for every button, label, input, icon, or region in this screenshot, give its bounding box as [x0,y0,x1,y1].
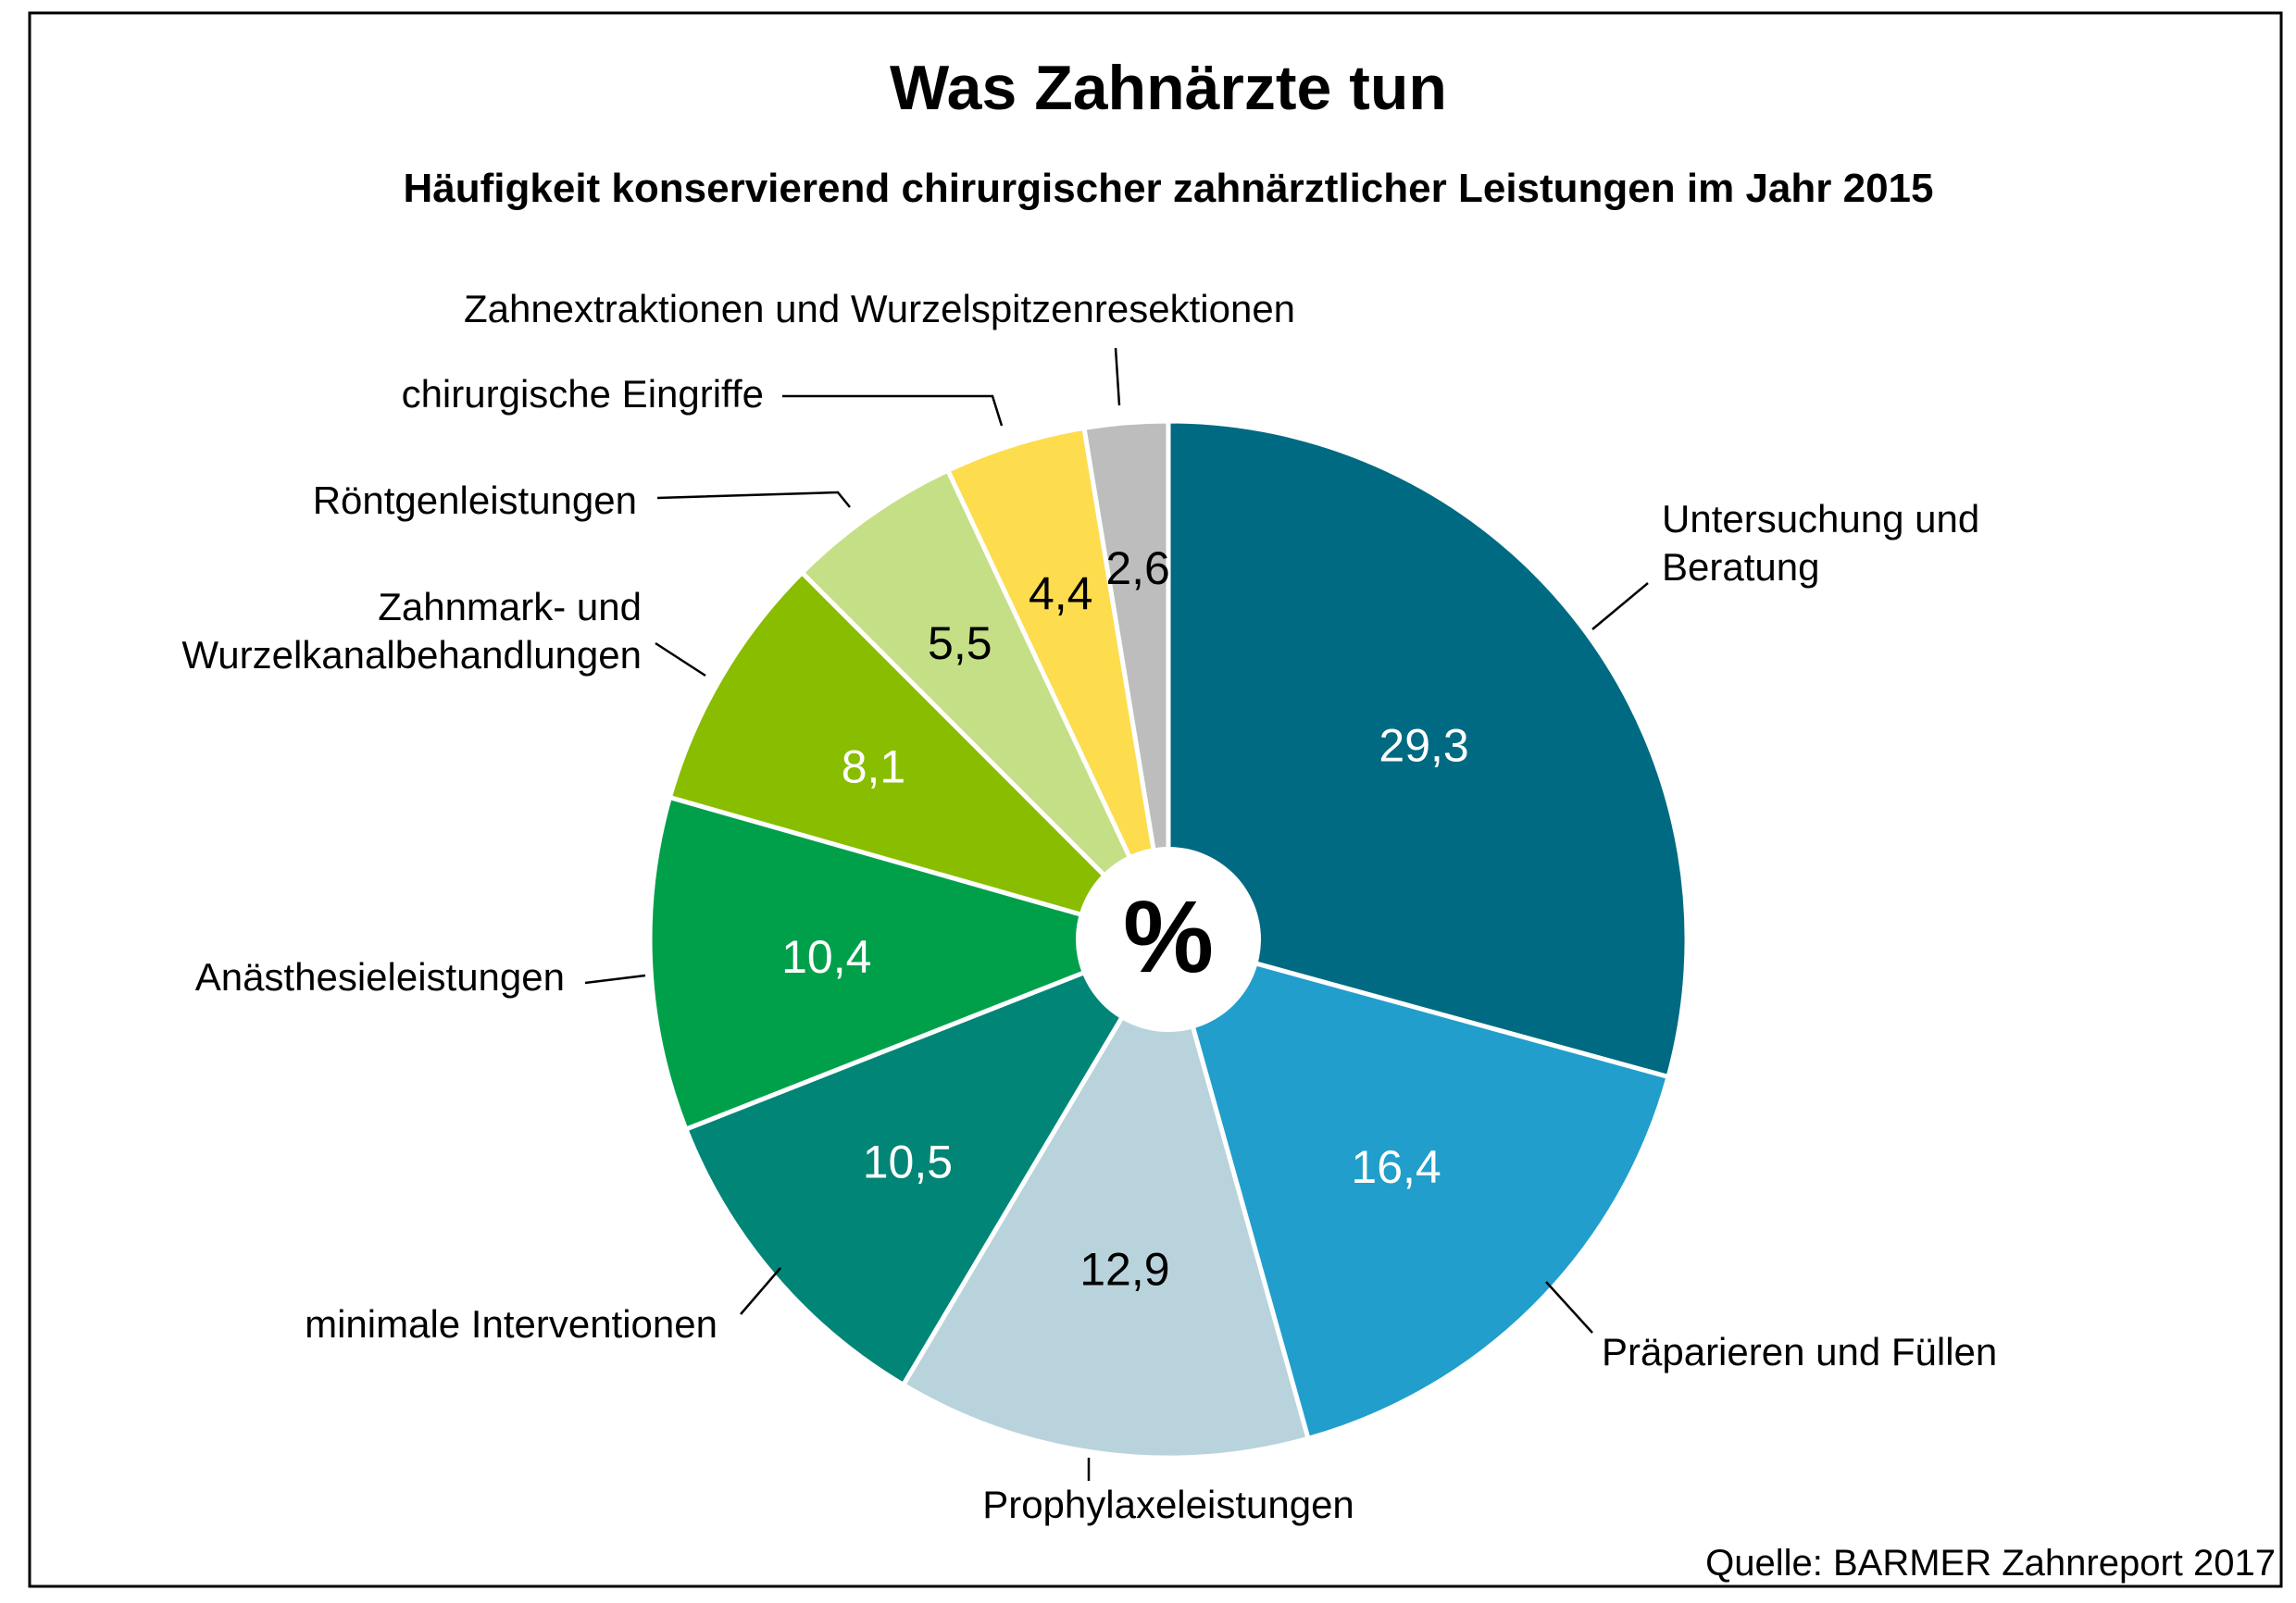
pie-slice-9 [1081,418,1171,940]
category-label-line: Anästhesieleistungen [195,955,565,999]
pie-slice-6 [667,569,1177,945]
pie-slice-2 [1165,936,1672,1442]
pie-slice-7 [798,466,1171,941]
category-label-5: Anästhesieleistungen [195,955,565,999]
category-label-2: Präparieren und Füllen [1602,1330,1997,1373]
source-note: Quelle: BARMER Zahnreport 2017 [1705,1543,2276,1584]
value-label-2: 16,4 [1351,1141,1441,1193]
value-label-1: 29,3 [1379,720,1468,772]
leader-line-5 [584,974,646,985]
category-label-line: Wurzelkanalbehandlungen [181,633,642,677]
leader-line-4 [740,1267,781,1315]
leader-lines [584,347,1649,1481]
category-label-line: minimale Interventionen [305,1302,718,1346]
center-percent-label: % [1123,880,1214,994]
value-label-3: 12,9 [1079,1243,1169,1295]
value-label-8: 4,4 [1029,568,1093,620]
value-label-4: 10,5 [863,1136,953,1187]
chart-subtitle: Häufigkeit konservierend chirurgischer z… [404,166,1934,211]
category-label-line: Röntgenleistungen [313,478,637,522]
category-label-7: Röntgenleistungen [313,478,637,522]
category-label-line: Untersuchung und [1662,497,1979,541]
category-label-3: Prophylaxeleistungen [982,1483,1354,1526]
leader-line-1 [1591,582,1649,630]
category-label-8: chirurgische Eingriffe [402,372,764,416]
category-labels: Untersuchung und Beratung Präparieren und … [181,287,1997,1526]
value-label-9: 2,6 [1105,542,1170,594]
chart-title: Was Zahnärzte tun [890,53,1447,123]
value-label-7: 5,5 [928,617,992,669]
pie-slice-3 [900,933,1312,1460]
category-label-6: Zahnmark- und Wurzelkanalbehandlungen [181,585,642,677]
center-hole [1076,847,1261,1032]
category-label-line: Zahnextraktionen und Wurzelspitzenresekt… [464,287,1295,330]
leader-line-7 [656,491,851,508]
leader-line-6 [655,641,706,677]
pie-slice-5 [647,794,1176,1133]
category-label-1: Untersuchung und Beratung [1662,497,1979,589]
value-label-5: 10,4 [781,931,871,983]
category-label-9: Zahnextraktionen und Wurzelspitzenresekt… [464,287,1295,330]
category-label-line: chirurgische Eingriffe [402,372,764,416]
leader-line-9 [1114,347,1121,406]
category-label-line: Prophylaxeleistungen [982,1483,1354,1526]
category-label-line: Zahnmark- und [378,585,642,628]
category-label-line: Beratung [1662,545,1819,589]
category-label-4: minimale Interventionen [305,1302,718,1346]
leader-line-2 [1545,1281,1593,1334]
value-labels: 29,3 16,4 12,9 10,5 10,4 8,1 5,5 4,4 2,6 [781,542,1469,1295]
value-label-6: 8,1 [842,741,906,793]
leader-line-8 [782,394,1004,427]
pie-slice-1 [1166,418,1690,1080]
category-label-line: Präparieren und Füllen [1602,1330,1997,1373]
